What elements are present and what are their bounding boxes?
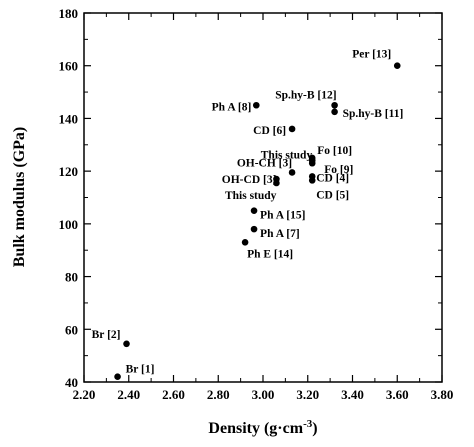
y-tick-label: 40 xyxy=(65,375,78,390)
y-tick-label: 160 xyxy=(59,59,79,74)
point-label: Fo [9] xyxy=(324,164,353,176)
x-tick-label: 2.60 xyxy=(162,387,185,402)
y-tick-label: 80 xyxy=(65,270,78,285)
point-label: Sp.hy-B [11] xyxy=(343,108,404,120)
y-axis-title: Bulk modulus (GPa) xyxy=(11,127,28,267)
x-axis-title: Density (g·cm-3) xyxy=(208,418,317,437)
x-tick-label: 2.80 xyxy=(207,387,230,402)
x-tick-label: 3.60 xyxy=(386,387,409,402)
point-label: CD [5] xyxy=(316,189,349,201)
point-label: Sp.hy-B [12] xyxy=(275,89,336,101)
data-point xyxy=(250,207,258,214)
point-label: This study xyxy=(261,150,313,162)
point-label: Ph A [7] xyxy=(260,228,300,240)
data-point xyxy=(393,62,401,70)
tick-labels: 2.20 2.40 2.60 2.80 3.00 3.20 3.40 3.60 3.80 40 60… xyxy=(59,6,454,402)
y-tick-label: 100 xyxy=(59,217,79,232)
data-point xyxy=(308,159,316,167)
data-point xyxy=(308,177,316,184)
data-point xyxy=(252,101,260,109)
x-tick-label: 3.40 xyxy=(341,387,364,402)
data-point xyxy=(250,225,258,233)
point-label: Br [2] xyxy=(92,329,121,341)
y-tick-label: 140 xyxy=(59,111,79,126)
point-label: Br [1] xyxy=(126,364,155,376)
y-tick-label: 180 xyxy=(59,6,79,21)
tick-marks xyxy=(83,12,443,383)
data-point xyxy=(123,340,130,348)
point-label: Ph E [14] xyxy=(247,248,293,260)
x-tick-label: 3.20 xyxy=(296,387,319,402)
point-label: This study xyxy=(225,190,277,202)
point-label: Ph A [8] xyxy=(212,101,252,113)
y-tick-label: 120 xyxy=(59,164,79,179)
x-tick-label: 3.80 xyxy=(431,387,454,402)
data-point xyxy=(308,154,316,162)
y-tick-label: 60 xyxy=(65,322,78,337)
data-points xyxy=(114,62,401,381)
data-point xyxy=(273,175,280,183)
point-label: Fo [10] xyxy=(317,145,352,157)
data-point xyxy=(288,125,296,133)
data-point xyxy=(114,373,121,381)
point-label: Ph A [15] xyxy=(260,210,305,222)
data-point xyxy=(288,169,296,176)
data-point xyxy=(331,108,338,116)
x-tick-label: 2.20 xyxy=(73,387,96,402)
point-label: CD [6] xyxy=(253,125,286,137)
data-point xyxy=(331,101,338,109)
point-label: Per [13] xyxy=(352,49,391,61)
x-tick-label: 3.00 xyxy=(252,387,275,402)
x-tick-label: 2.40 xyxy=(117,387,140,402)
point-label: OH-CD [3] xyxy=(222,174,277,186)
point-label: OH-CH [3] xyxy=(237,157,292,169)
point-label: CD [4] xyxy=(316,172,349,184)
point-labels: Br [1] Br [2] Ph E [14] Ph A [7] Ph A [15] Ph… xyxy=(92,49,404,376)
data-point xyxy=(241,239,249,246)
